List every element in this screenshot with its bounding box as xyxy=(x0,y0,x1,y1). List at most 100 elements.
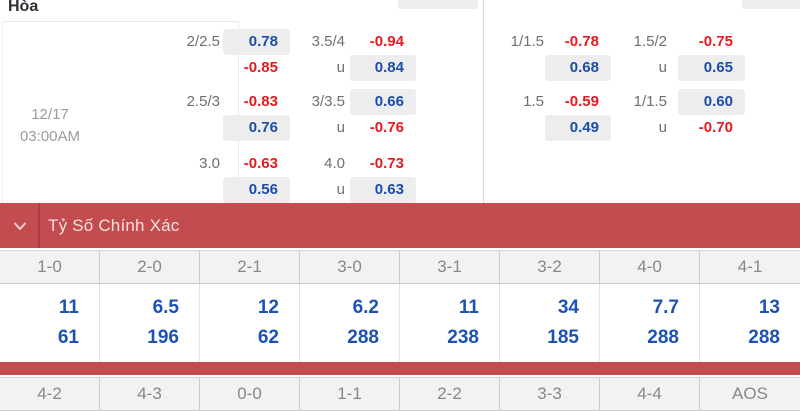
score-odds-value[interactable]: 6.2 xyxy=(352,297,379,318)
odds-pair: 4.0 -0.73 u 0.63 xyxy=(275,151,416,203)
score-odds-cell: 13 288 xyxy=(700,284,800,362)
odds-pair: 3.0 -0.63 0.56 xyxy=(130,151,290,203)
under-label xyxy=(130,115,220,141)
odds-value[interactable]: -0.94 xyxy=(369,33,404,50)
score-column-header: 4-1 xyxy=(737,257,763,276)
score-column-header: 4-4 xyxy=(600,378,700,410)
score-column-header: 2-2 xyxy=(400,378,500,410)
score-odds-value[interactable]: 288 xyxy=(347,327,379,348)
divider-line xyxy=(483,0,484,203)
handicap-label: 1.5 xyxy=(523,93,544,110)
score-odds-value[interactable]: 185 xyxy=(547,327,579,348)
handicap-label: 3.0 xyxy=(199,155,220,172)
under-label xyxy=(130,55,220,81)
score-odds-value[interactable]: 11 xyxy=(458,297,479,318)
score-odds-value[interactable]: 12 xyxy=(257,297,279,318)
section-header-correct-score[interactable]: Tỷ Số Chính Xác xyxy=(0,203,800,248)
match-date: 12/17 xyxy=(31,106,69,123)
divider-line xyxy=(238,21,239,203)
score-odds-cell: 11 238 xyxy=(400,284,500,362)
handicap-label: 3.5/4 xyxy=(311,33,345,50)
match-datetime: 12/17 03:00AM xyxy=(0,104,100,148)
odds-value[interactable]: 0.76 xyxy=(223,115,290,141)
score-odds-value[interactable]: 62 xyxy=(257,327,279,348)
score-column-header: 0-0 xyxy=(200,378,300,410)
score-odds-value[interactable]: 61 xyxy=(57,327,79,348)
odds-pair: 1/1.5 0.60 u -0.70 xyxy=(600,89,745,141)
score-odds-cell: 11 61 xyxy=(0,284,100,362)
odds-value[interactable]: 0.84 xyxy=(350,55,416,81)
odds-value[interactable]: -0.76 xyxy=(369,119,404,136)
handicap-label: 1/1.5 xyxy=(633,93,667,110)
odds-value[interactable]: 0.65 xyxy=(678,55,745,81)
score-odds-value[interactable]: 34 xyxy=(557,297,579,318)
handicap-label: 2/2.5 xyxy=(186,33,220,50)
score-odds-value[interactable]: 7.7 xyxy=(652,297,679,318)
odds-pair: 2.5/3 -0.83 0.76 xyxy=(130,89,290,141)
handicap-label: 1.5/2 xyxy=(633,33,667,50)
handicap-label: 4.0 xyxy=(324,155,345,172)
odds-pair: 2/2.5 0.78 -0.85 xyxy=(130,29,290,81)
odds-value[interactable]: 0.63 xyxy=(350,177,416,203)
odds-value[interactable]: -0.70 xyxy=(698,119,733,136)
score-odds-value[interactable]: 238 xyxy=(447,327,479,348)
banner-separator xyxy=(38,203,40,248)
under-label: u xyxy=(336,181,345,198)
handicap-label: 3/3.5 xyxy=(311,93,345,110)
odds-value[interactable]: -0.85 xyxy=(243,59,278,76)
under-label xyxy=(452,115,544,141)
score-odds-cell: 7.7 288 xyxy=(600,284,700,362)
score-odds-cell: 6.2 288 xyxy=(300,284,400,362)
score-column-header: 2-0 xyxy=(100,251,200,283)
under-label: u xyxy=(658,59,667,76)
odds-pair: 1/1.5 -0.78 0.68 xyxy=(452,29,611,81)
score-column-header: 3-1 xyxy=(400,251,500,283)
score-odds-cell: 12 62 xyxy=(200,284,300,362)
chevron-down-icon[interactable] xyxy=(11,217,29,235)
score-odds-value[interactable]: 196 xyxy=(147,327,179,348)
score-column-header: 3-2 xyxy=(500,251,600,283)
divider-line xyxy=(2,21,3,203)
odds-value[interactable]: -0.63 xyxy=(243,155,278,172)
odds-pair: 1.5 -0.59 0.49 xyxy=(452,89,611,141)
correct-score-header-row: 1-0 2-0 2-1 3-0 3-1 3-2 4-0 4-1 xyxy=(0,250,800,284)
odds-value[interactable]: 0.66 xyxy=(350,89,416,115)
under-label xyxy=(452,55,544,81)
odds-pair: 1.5/2 -0.75 u 0.65 xyxy=(600,29,745,81)
under-label: u xyxy=(336,59,345,76)
score-column-header: 3-0 xyxy=(300,251,400,283)
score-column-header: 3-3 xyxy=(500,378,600,410)
score-odds-value[interactable]: 13 xyxy=(758,297,780,318)
score-column-header: AOS xyxy=(732,384,768,403)
score-odds-value[interactable]: 288 xyxy=(647,327,679,348)
odds-value[interactable]: 0.56 xyxy=(223,177,290,203)
draw-label: Hòa xyxy=(8,0,39,15)
odds-value[interactable]: 0.68 xyxy=(545,55,611,81)
odds-value[interactable]: 0.49 xyxy=(545,115,611,141)
match-odds-section: Hòa 10.00 9.50 12/17 03:00AM 2/2.5 0.78 … xyxy=(0,0,800,203)
odds-value[interactable]: -0.78 xyxy=(564,33,599,50)
score-odds-cell: 34 185 xyxy=(500,284,600,362)
match-time: 03:00AM xyxy=(19,128,81,145)
odds-pair: 3/3.5 0.66 u -0.76 xyxy=(275,89,416,141)
score-column-header: 2-1 xyxy=(200,251,300,283)
odds-box-cutoff-left[interactable]: 10.00 xyxy=(398,0,478,9)
score-column-header: 1-0 xyxy=(0,251,100,283)
odds-value[interactable]: -0.75 xyxy=(698,33,733,50)
odds-value[interactable]: 0.78 xyxy=(223,29,290,55)
odds-value[interactable]: 0.60 xyxy=(678,89,745,115)
under-label: u xyxy=(658,119,667,136)
odds-value[interactable]: -0.59 xyxy=(564,93,599,110)
odds-box-cutoff-right[interactable]: 9.50 xyxy=(742,0,800,9)
odds-value[interactable]: -0.73 xyxy=(369,155,404,172)
odds-value[interactable]: -0.83 xyxy=(243,93,278,110)
score-odds-value[interactable]: 6.5 xyxy=(152,297,179,318)
score-odds-value[interactable]: 288 xyxy=(748,327,780,348)
handicap-label: 1/1.5 xyxy=(510,33,544,50)
score-column-header: 4-3 xyxy=(100,378,200,410)
score-odds-cell: 6.5 196 xyxy=(100,284,200,362)
score-odds-value[interactable]: 11 xyxy=(58,297,79,318)
score-column-header: 4-2 xyxy=(0,378,100,410)
section-title: Tỷ Số Chính Xác xyxy=(48,216,180,235)
